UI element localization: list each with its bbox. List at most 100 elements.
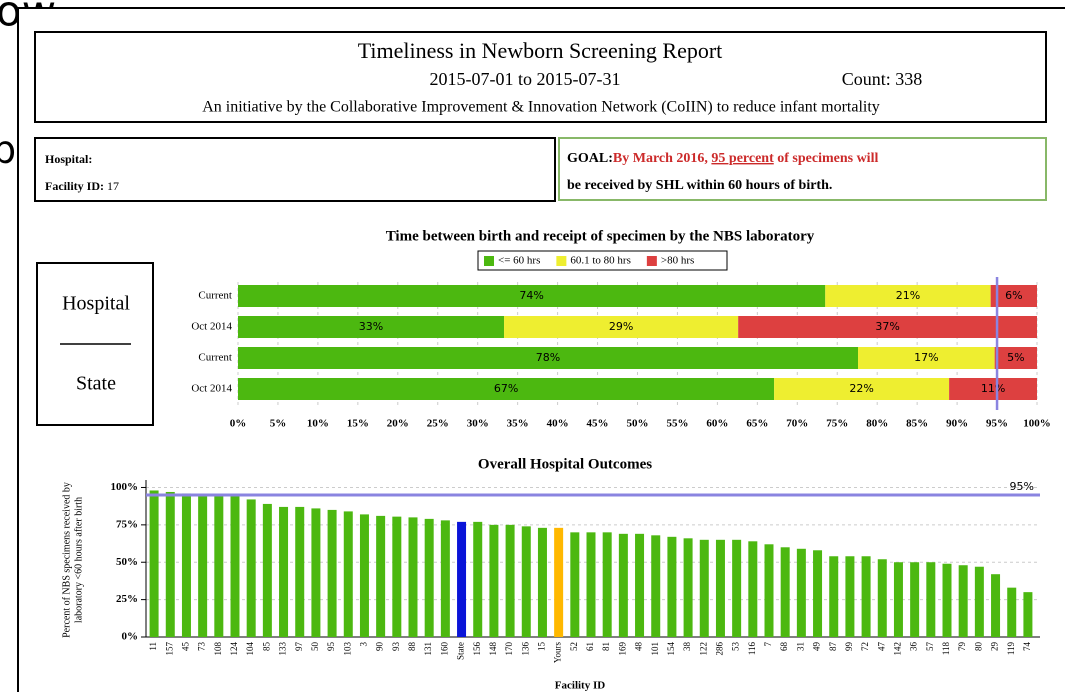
facility-label: Facility ID: xyxy=(45,179,104,193)
bar xyxy=(715,539,725,637)
value-label: 22% xyxy=(849,382,873,395)
facility-id: 17 xyxy=(107,179,119,193)
x-tick-label: 97 xyxy=(294,642,304,652)
bar-segment xyxy=(994,347,1037,369)
x-tick-label: 57 xyxy=(925,642,935,652)
bar xyxy=(376,515,386,637)
bar-segment xyxy=(738,316,1037,338)
x-tick-label: 15% xyxy=(347,418,369,430)
x-tick-label: 100% xyxy=(1023,418,1051,430)
y-tick-label: 100% xyxy=(111,481,139,493)
bar xyxy=(732,539,742,637)
x-tick-label: 87 xyxy=(828,642,838,652)
x-tick-label: 81 xyxy=(601,642,611,651)
bar xyxy=(359,514,369,637)
bar xyxy=(910,562,920,637)
goal-line: be received by SHL within 60 hours of bi… xyxy=(567,178,832,193)
y-tick-label: 0% xyxy=(122,631,139,643)
bar xyxy=(489,524,499,637)
x-tick-label: 101 xyxy=(650,642,660,656)
x-tick-label: 133 xyxy=(278,642,288,656)
category-label: Oct 2014 xyxy=(191,383,232,395)
bar xyxy=(392,516,402,637)
bar xyxy=(473,521,483,637)
bar xyxy=(343,511,353,637)
goal-text: By March 2016, xyxy=(613,151,708,166)
x-tick-label: 38 xyxy=(682,642,692,652)
bar-segment xyxy=(858,347,995,369)
x-tick-label: 61 xyxy=(585,642,595,651)
x-tick-label: 0% xyxy=(230,418,247,430)
x-tick-label: 53 xyxy=(731,642,741,652)
x-tick-label: 15 xyxy=(537,642,547,652)
value-label: 6% xyxy=(1005,289,1022,302)
bar xyxy=(295,506,305,637)
category-label: Current xyxy=(198,352,232,364)
background-fragment: b xyxy=(0,128,16,172)
bar xyxy=(230,496,240,637)
x-tick-label: 122 xyxy=(698,642,708,656)
hospital-box xyxy=(34,137,556,202)
value-label: 78% xyxy=(536,351,560,364)
bar xyxy=(327,509,337,637)
x-tick-label: 31 xyxy=(795,642,805,651)
x-tick-label: 170 xyxy=(504,642,514,656)
bar xyxy=(618,533,628,637)
report-title: Timeliness in Newborn Screening Report xyxy=(358,38,723,63)
x-axis-label: Facility ID xyxy=(555,680,605,692)
legend-swatch xyxy=(556,256,567,266)
x-tick-label: 30% xyxy=(467,418,489,430)
x-tick-label: 75% xyxy=(826,418,848,430)
x-tick-label: 80 xyxy=(973,642,983,652)
x-tick-label: 74 xyxy=(1022,642,1032,652)
x-tick-label: 286 xyxy=(715,642,725,656)
x-tick-label: Yours xyxy=(553,642,563,664)
x-tick-label: 49 xyxy=(812,642,822,652)
bar xyxy=(974,566,984,637)
value-label: 37% xyxy=(875,320,899,333)
x-tick-label: 85 xyxy=(261,642,271,652)
y-tick-label: 50% xyxy=(116,556,138,568)
bar-segment xyxy=(238,378,775,400)
bar xyxy=(505,524,515,637)
bar xyxy=(165,491,175,637)
bar xyxy=(1007,587,1017,637)
bar xyxy=(926,562,936,637)
reference-label: 95% xyxy=(1010,480,1034,493)
x-tick-label: 103 xyxy=(342,642,352,656)
legend-swatch xyxy=(484,256,494,266)
x-tick-label: 90% xyxy=(946,418,968,430)
y-tick-label: 25% xyxy=(116,593,138,605)
bar xyxy=(829,556,839,637)
bar xyxy=(845,556,855,637)
y-axis-label: laboratory <60 hours after birth xyxy=(73,497,84,623)
x-tick-label: 5% xyxy=(270,418,287,430)
chart-title: Overall Hospital Outcomes xyxy=(478,456,652,472)
bar xyxy=(602,532,612,637)
x-tick-label: 156 xyxy=(472,642,482,656)
x-tick-label: 90 xyxy=(375,642,385,652)
group-label: State xyxy=(76,373,116,395)
value-label: 29% xyxy=(609,320,633,333)
x-tick-label: 154 xyxy=(666,642,676,656)
x-tick-label: 124 xyxy=(229,642,239,656)
y-tick-label: 75% xyxy=(116,518,138,530)
x-tick-label: 136 xyxy=(520,642,530,656)
x-tick-label: 36 xyxy=(909,642,919,652)
bar xyxy=(877,559,887,637)
legend-swatch xyxy=(646,256,657,266)
x-tick-label: 160 xyxy=(439,642,449,656)
bar xyxy=(521,526,531,637)
x-tick-label: 35% xyxy=(507,418,529,430)
x-tick-label: 52 xyxy=(569,642,579,651)
x-tick-label: 25% xyxy=(427,418,449,430)
value-label: 21% xyxy=(896,289,920,302)
legend-label: <= 60 hrs xyxy=(498,255,540,267)
group-box xyxy=(36,262,154,426)
count: Count: 338 xyxy=(842,69,923,89)
bar-segment xyxy=(504,316,739,338)
hospital-label: Hospital: xyxy=(45,152,92,166)
x-tick-label: 72 xyxy=(860,642,870,651)
goal-label: GOAL: xyxy=(567,151,613,166)
